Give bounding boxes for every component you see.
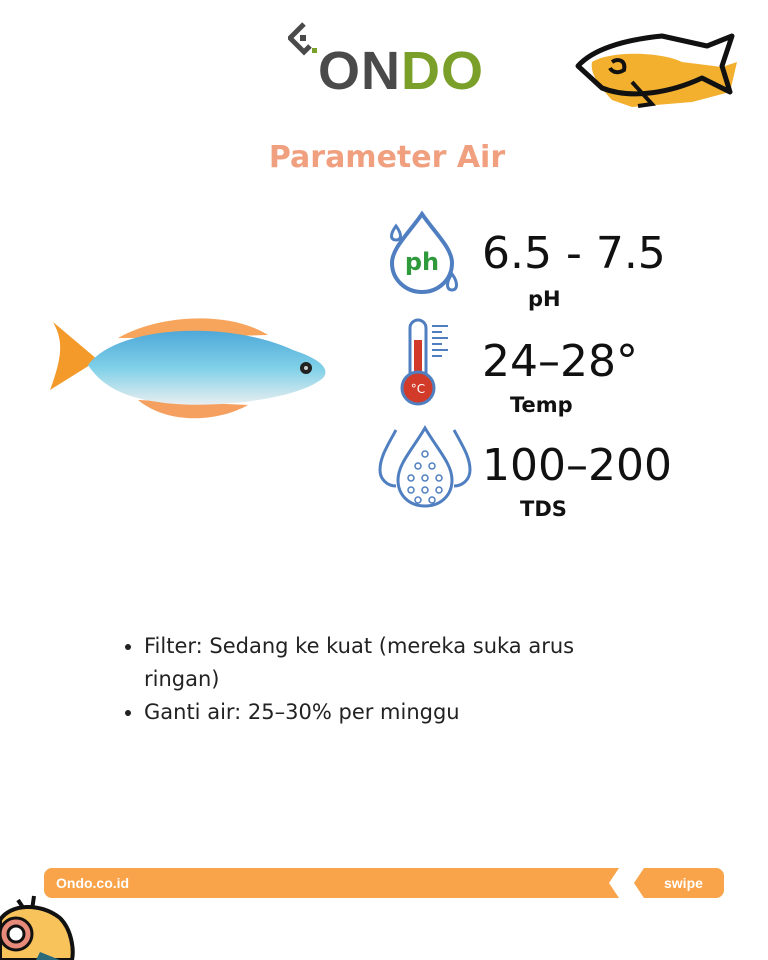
logo-on: ON [318,41,401,101]
rainbowfish-image [50,318,326,419]
mascot-icon [0,895,75,960]
logo-text: ONDO [318,40,484,102]
temp-label: Temp [510,393,573,417]
site-link[interactable]: Ondo.co.id [56,875,130,891]
list-item: Ganti air: 25–30% per minggu [144,696,644,729]
footer-bar [44,868,724,898]
logo-do: DO [401,41,484,101]
temp-value: 24–28° [482,336,638,387]
svg-text:ph: ph [405,248,439,276]
swipe-button[interactable]: swipe [664,875,703,891]
ph-value: 6.5 - 7.5 [482,228,666,279]
logo-diamond-icon [288,22,317,56]
fish-logo-icon [575,33,737,108]
care-list: Filter: Sedang ke kuat (mereka suka arus… [118,630,644,729]
page-title: Parameter Air [268,140,506,175]
svg-text:°C: °C [411,382,425,396]
tds-value: 100–200 [482,440,672,491]
tds-label: TDS [520,497,567,521]
thermometer-icon: °C [400,318,448,406]
water-drops-icon [378,425,472,508]
ph-drop-icon: ph [389,210,458,295]
ph-label: pH [528,287,561,311]
list-item: Filter: Sedang ke kuat (mereka suka arus… [144,630,644,696]
